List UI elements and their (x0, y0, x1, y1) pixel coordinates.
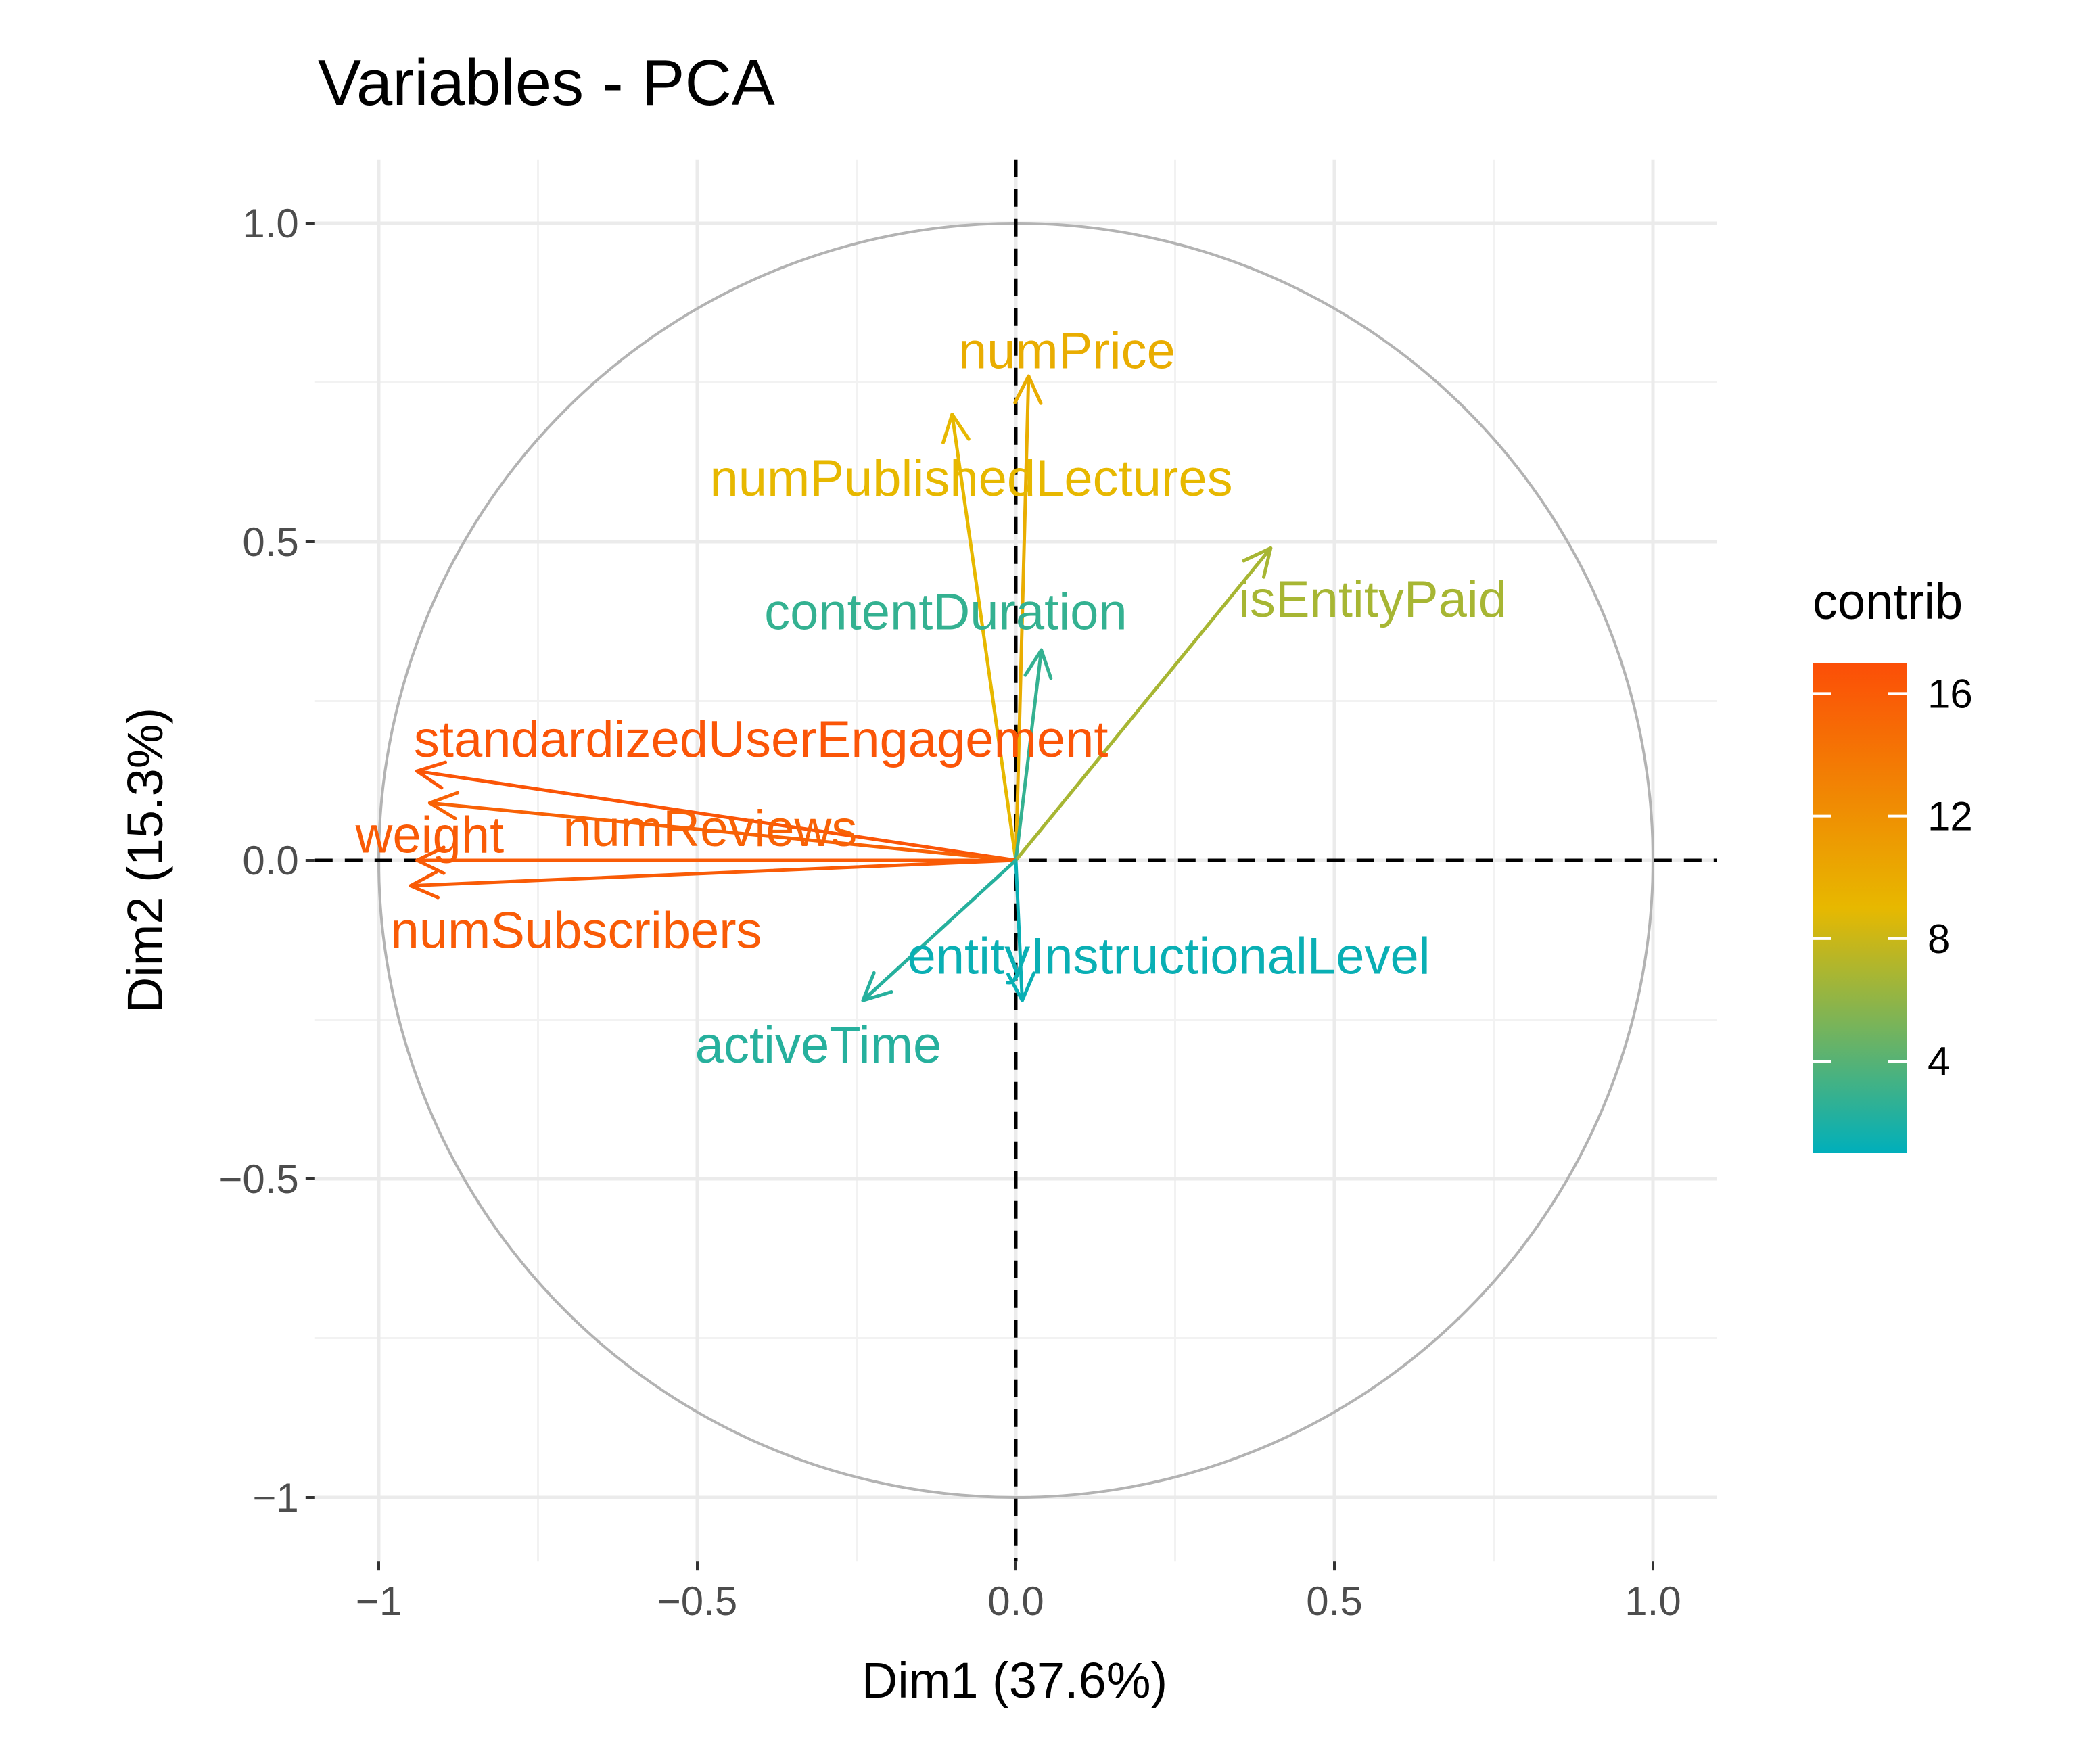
legend-tick-label: 12 (1928, 794, 1973, 839)
arrow-numPrice (1013, 374, 1043, 862)
label-numReviews: numReviews (563, 800, 857, 858)
x-tick-label: −0.5 (657, 1579, 737, 1624)
legend-tick-label: 8 (1928, 916, 1950, 962)
variable-arrows (409, 374, 1273, 1002)
legend-title: contrib (1813, 574, 1963, 630)
arrow-standardizedUserEngagement (415, 760, 1018, 862)
arrow-contentDuration (1014, 648, 1053, 862)
y-axis: −1 −0.5 0.0 0.5 1.0 (218, 201, 315, 1520)
arrow-isEntityPaid (1014, 546, 1273, 862)
label-entityInstructionalLevel: entityInstructionalLevel (908, 927, 1430, 985)
arrow-weight (415, 845, 1018, 875)
x-tick-label: 1.0 (1625, 1579, 1681, 1624)
arrow-activeTime (861, 858, 1018, 1002)
legend-tick-label: 4 (1928, 1039, 1950, 1084)
label-numPrice: numPrice (958, 322, 1175, 379)
x-tick-label: 0.0 (987, 1579, 1044, 1624)
label-contentDuration: contentDuration (764, 584, 1127, 641)
x-tick-label: 0.5 (1306, 1579, 1362, 1624)
label-activeTime: activeTime (695, 1017, 942, 1074)
label-weight: weight (355, 806, 505, 864)
variable-labels: numPrice numPublishedLectures contentDurat… (355, 322, 1508, 1074)
label-isEntityPaid: isEntityPaid (1238, 571, 1507, 628)
arrow-numPublishedLectures (941, 413, 1018, 862)
label-numSubscribers: numSubscribers (390, 902, 762, 960)
y-tick-label: 1.0 (242, 201, 298, 246)
x-axis: −1 −0.5 0.0 0.5 1.0 (356, 1561, 1681, 1624)
arrow-entityInstructionalLevel (1006, 858, 1036, 1002)
label-standardizedUserEngagement: standardizedUserEngagement (414, 711, 1109, 768)
y-axis-title: Dim2 (15.3%) (117, 707, 173, 1013)
y-tick-label: −0.5 (218, 1157, 298, 1202)
x-axis-title: Dim1 (37.6%) (862, 1652, 1167, 1708)
x-tick-label: −1 (356, 1579, 402, 1624)
contrib-legend: contrib 4 8 12 16 (1813, 574, 1973, 1153)
y-tick-label: 0.0 (242, 838, 298, 883)
label-numPublishedLectures: numPublishedLectures (709, 450, 1232, 507)
legend-ticks: 4 8 12 16 (1813, 671, 1973, 1084)
y-tick-label: 0.5 (242, 519, 298, 565)
legend-tick-label: 16 (1928, 671, 1973, 716)
chart-title: Variables - PCA (318, 47, 775, 119)
arrow-numSubscribers (409, 858, 1018, 900)
legend-colorbar (1813, 663, 1907, 1153)
y-tick-label: −1 (252, 1475, 298, 1520)
arrow-numReviews (427, 791, 1018, 862)
plot-panel: numPrice numPublishedLectures contentDurat… (314, 159, 1717, 1562)
